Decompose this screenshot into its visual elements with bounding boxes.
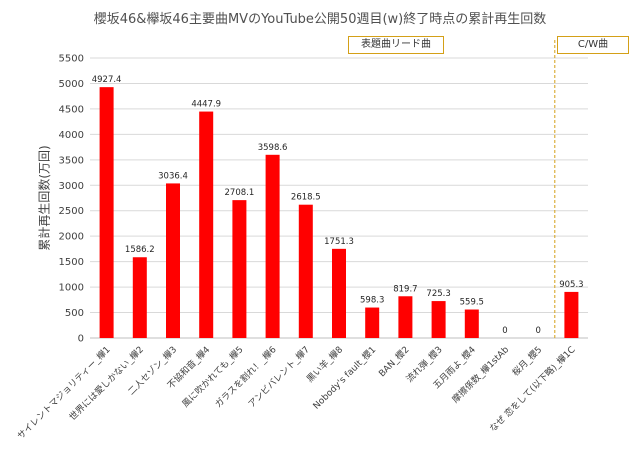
x-tick-label: 風に吹かれても_欅5 (179, 344, 245, 410)
data-label: 0 (502, 326, 507, 336)
data-label: 598.3 (360, 296, 384, 306)
y-tick-label: 0 (78, 334, 84, 345)
bar (332, 248, 346, 338)
y-tick-label: 5000 (59, 79, 84, 90)
y-tick-label: 500 (65, 308, 84, 319)
bar (132, 257, 147, 338)
data-label: 725.3 (426, 289, 450, 299)
y-tick-label: 4500 (59, 104, 84, 115)
cw-song-label: C/W曲 (557, 36, 629, 54)
data-label: 1586.2 (125, 245, 155, 255)
bar (431, 301, 446, 338)
data-label: 819.7 (393, 284, 417, 294)
bar (199, 111, 214, 338)
bar (99, 87, 114, 338)
y-tick-label: 1500 (59, 257, 84, 268)
data-label: 559.5 (460, 298, 484, 308)
bar (398, 296, 413, 338)
data-label: 905.3 (559, 280, 583, 290)
lead-song-label: 表題曲リード曲 (348, 36, 444, 54)
bar (564, 291, 579, 338)
y-tick-label: 3000 (59, 181, 84, 192)
x-tick-label: アンビバレント_欅7 (246, 344, 312, 410)
chart-title: 櫻坂46&欅坂46主要曲MVのYouTube公開50週目(w)終了時点の累計再生… (93, 12, 547, 27)
bar (265, 154, 280, 338)
y-tick-label: 2000 (59, 232, 84, 243)
data-label: 0 (535, 326, 540, 336)
bar (166, 183, 180, 338)
x-tick-label: Nobody's fault_櫻1 (310, 344, 378, 412)
data-label: 2618.5 (291, 193, 321, 203)
data-label: 3598.6 (258, 143, 288, 153)
y-tick-label: 1000 (59, 283, 84, 294)
x-tick-label: 摩擦係数_欅1stAb (449, 343, 511, 405)
x-tick-label: BAN_櫻2 (376, 344, 412, 380)
data-label: 3036.4 (158, 171, 188, 181)
y-tick-label: 4000 (59, 130, 84, 141)
data-label: 2708.1 (225, 188, 255, 198)
y-tick-label: 3500 (59, 155, 84, 166)
y-tick-label: 5500 (59, 54, 84, 65)
x-tick-label: ガラスを割れ！_欅6 (212, 343, 279, 410)
bar (464, 309, 479, 338)
x-tick-label: 桜月_櫻5 (510, 344, 545, 379)
y-tick-label: 2500 (59, 206, 84, 217)
bar (365, 307, 380, 338)
data-label: 1751.3 (324, 237, 354, 247)
data-label: 4447.9 (191, 100, 221, 110)
bar (298, 204, 313, 338)
bar (232, 200, 247, 338)
data-label: 4927.4 (92, 75, 122, 85)
